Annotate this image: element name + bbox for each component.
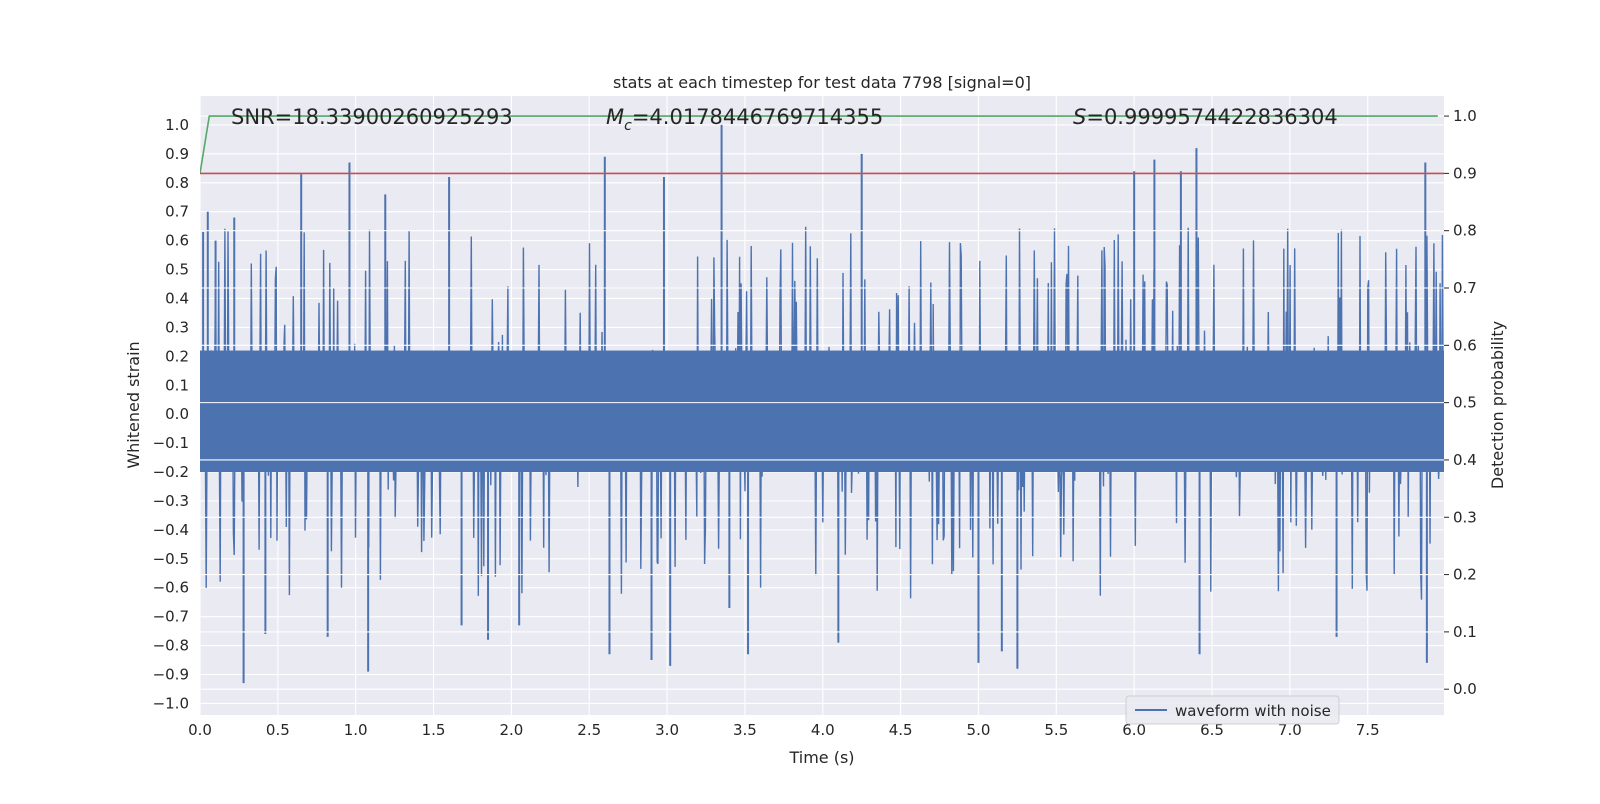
chirp-mass-annotation: Mc=4.0178446769714355	[606, 105, 883, 134]
y-left-tick-label: 1.0	[165, 116, 189, 134]
chirp-mass-subscript: c	[624, 118, 632, 134]
y-right-tick-label: 1.0	[1453, 107, 1477, 125]
y-left-tick-label: −0.8	[153, 637, 189, 655]
x-tick-label: 5.0	[967, 721, 991, 739]
y-left-tick-label: 0.6	[165, 232, 189, 250]
y-left-tick-label: −0.4	[153, 521, 189, 539]
x-axis-label: Time (s)	[788, 748, 854, 767]
x-tick-label: 2.5	[577, 721, 601, 739]
y-right-tick-label: 0.2	[1453, 566, 1477, 584]
y-left-tick-label: −0.7	[153, 608, 189, 626]
y-left-tick-label: −0.9	[153, 666, 189, 684]
y-left-tick-label: −0.6	[153, 579, 189, 597]
x-tick-label: 3.5	[733, 721, 757, 739]
x-tick-label: 6.0	[1122, 721, 1146, 739]
y-right-tick-label: 0.4	[1453, 451, 1477, 469]
score-symbol: S	[1073, 105, 1086, 129]
y-left-tick-label: −0.3	[153, 492, 189, 510]
x-tick-label: 5.5	[1044, 721, 1068, 739]
x-tick-label: 1.5	[422, 721, 446, 739]
score-annotation: S=0.9999574422836304	[1073, 105, 1338, 129]
y-left-tick-label: 0.3	[165, 318, 189, 336]
x-tick-label: 0.5	[266, 721, 290, 739]
y-left-tick-label: 0.2	[165, 347, 189, 365]
x-axis-ticks: 0.0 0.5 1.0 1.5 2.0 2.5 3.0 3.5 4.0 4.5 5.0 5.5 6.0 6…	[188, 721, 1380, 739]
x-tick-label: 1.0	[344, 721, 368, 739]
y-right-axis-ticks: 1.0 0.9 0.8 0.7 0.6 0.5 0.4 0.3 0.2 0.1 0.0	[1444, 107, 1477, 698]
y-right-tick-label: 0.3	[1453, 508, 1477, 526]
y-left-tick-label: −0.5	[153, 550, 189, 568]
x-tick-label: 0.0	[188, 721, 212, 739]
y-left-tick-label: 0.7	[165, 203, 189, 221]
y-right-tick-label: 0.7	[1453, 279, 1477, 297]
y-right-tick-label: 0.0	[1453, 680, 1477, 698]
y-left-axis-label: Whitened strain	[124, 341, 143, 468]
probability-lines	[200, 115, 1444, 175]
score-value: =0.9999574422836304	[1086, 105, 1337, 129]
x-tick-label: 6.5	[1200, 721, 1224, 739]
y-left-tick-label: −0.2	[153, 463, 189, 481]
y-left-tick-label: 0.1	[165, 376, 189, 394]
y-left-tick-label: 0.0	[165, 405, 189, 423]
x-tick-label: 7.5	[1356, 721, 1380, 739]
x-tick-label: 4.0	[811, 721, 835, 739]
y-right-tick-label: 0.5	[1453, 394, 1477, 412]
y-right-tick-label: 0.9	[1453, 164, 1477, 182]
legend-label-waveform: waveform with noise	[1175, 702, 1331, 720]
y-left-tick-label: 0.4	[165, 289, 189, 307]
legend: waveform with noise	[1125, 695, 1340, 725]
chart-title: stats at each timestep for test data 779…	[613, 73, 1031, 92]
snr-annotation: SNR=18.33900260925293	[231, 105, 513, 129]
waveform-series	[200, 124, 1444, 684]
chirp-mass-value: =4.0178446769714355	[632, 105, 883, 129]
waveform-core-band	[200, 350, 1444, 473]
right-axis-grid	[200, 115, 1444, 690]
x-tick-label: 2.0	[499, 721, 523, 739]
y-right-tick-label: 0.8	[1453, 222, 1477, 240]
y-left-tick-label: −0.1	[153, 434, 189, 452]
y-left-tick-label: −1.0	[153, 694, 189, 712]
y-left-tick-label: 0.5	[165, 261, 189, 279]
x-tick-label: 7.0	[1278, 721, 1302, 739]
x-tick-label: 3.0	[655, 721, 679, 739]
y-left-tick-label: 0.8	[165, 174, 189, 192]
y-right-tick-label: 0.1	[1453, 623, 1477, 641]
y-left-tick-label: 0.9	[165, 145, 189, 163]
x-tick-label: 4.5	[889, 721, 913, 739]
y-left-axis-ticks: 1.0 0.9 0.8 0.7 0.6 0.5 0.4 0.3 0.2 0.1 0.0 −0.1 −0.…	[153, 116, 189, 713]
chirp-mass-symbol: M	[606, 105, 624, 129]
detection-probability-line	[200, 115, 1438, 174]
legend-box	[1125, 695, 1340, 725]
y-right-axis-label: Detection probability	[1488, 321, 1507, 489]
y-right-tick-label: 0.6	[1453, 336, 1477, 354]
